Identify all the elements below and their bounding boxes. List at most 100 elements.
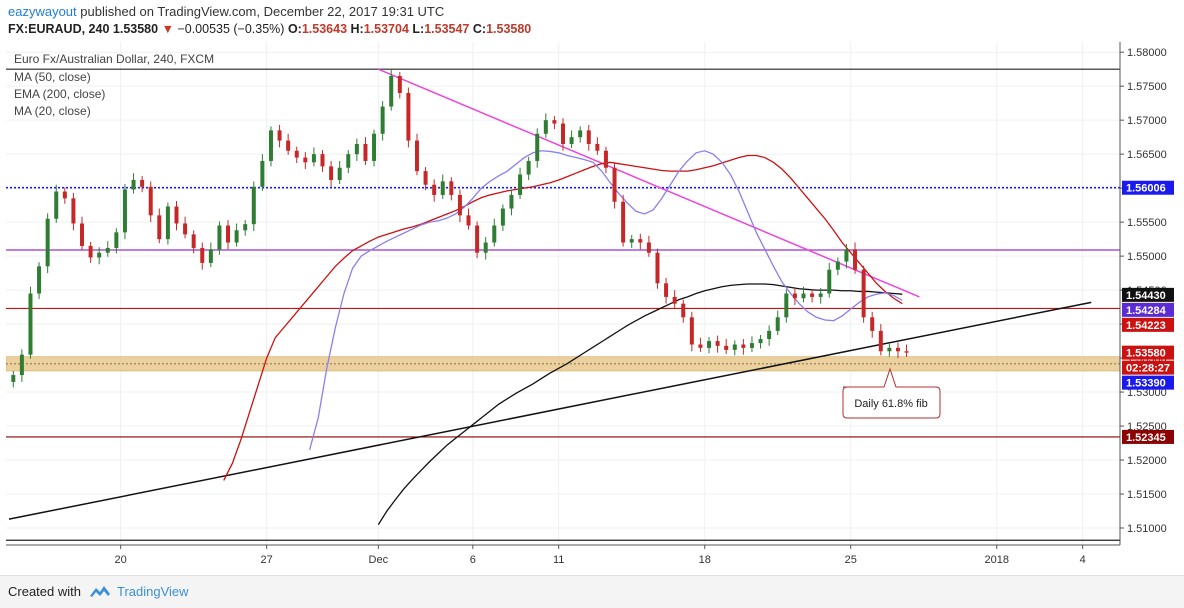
candle-body-21 (191, 234, 196, 248)
candle-body-97 (844, 249, 849, 262)
candle-body-92 (801, 293, 806, 299)
fib-callout-text: Daily 61.8% fib (854, 398, 927, 410)
candle-body-79 (689, 317, 694, 345)
candle-body-49 (432, 184, 437, 195)
open-value: 1.53643 (301, 22, 348, 36)
price-label-0: 1.56006 (1126, 183, 1166, 195)
legend: Euro Fx/Australian Dollar, 240, FXCM MA … (14, 52, 214, 118)
candle-body-48 (423, 171, 428, 185)
candle-body-75 (655, 252, 660, 284)
candle-body-80 (698, 344, 703, 348)
tradingview-brand-link[interactable]: TradingView (117, 584, 189, 599)
legend-ma20: MA (20, close) (14, 104, 91, 118)
indicator-lines (223, 150, 903, 525)
price-label-5: 02:28:27 (1126, 363, 1170, 375)
candle-body-100 (870, 317, 875, 331)
published-text: published on TradingView.com, December 2… (80, 4, 445, 19)
candle-body-34 (303, 157, 308, 163)
candle-body-96 (835, 261, 840, 270)
candles (11, 69, 909, 388)
symbol-quote-line: FX:EURAUD, 240 1.53580 ▼ −0.00535 (−0.35… (8, 22, 531, 36)
candle-body-102 (887, 347, 892, 352)
candle-body-5 (54, 191, 59, 219)
candle-body-28 (251, 186, 256, 225)
trendlines (8, 68, 1092, 520)
tradingview-logo-icon[interactable] (88, 583, 112, 599)
price-tick-label-14: 1.58000 (1127, 47, 1167, 59)
candle-body-16 (148, 186, 153, 216)
time-tick-label-7: 2018 (985, 554, 1009, 566)
candle-body-104 (904, 351, 909, 353)
time-tick-label-5: 18 (699, 554, 711, 566)
candle-body-94 (818, 293, 823, 297)
ma20-line (308, 150, 903, 451)
publish-line: eazywayout published on TradingView.com,… (8, 4, 444, 19)
candle-body-64 (561, 123, 565, 144)
time-tick-label-0: 20 (115, 554, 127, 566)
candle-body-0 (11, 375, 16, 382)
candle-body-61 (535, 133, 540, 161)
legend-ema200: EMA (200, close) (14, 87, 105, 101)
candle-body-7 (71, 198, 76, 224)
candle-body-29 (260, 160, 265, 187)
candle-body-78 (681, 303, 686, 318)
fib-zone (5, 356, 1121, 372)
price-label-bg-2 (1122, 302, 1174, 317)
price-label-bg-0 (1122, 180, 1174, 195)
candle-body-87 (758, 339, 763, 344)
price-tick-label-1: 1.51500 (1127, 489, 1167, 501)
low-label: L: (412, 22, 425, 36)
price-label-bg-5 (1122, 360, 1174, 375)
candle-body-68 (595, 143, 600, 151)
candle-body-36 (320, 154, 325, 167)
candle-body-103 (895, 347, 900, 352)
time-tick-label-1: 27 (261, 554, 273, 566)
candle-body-50 (440, 181, 445, 195)
ema200-line (377, 283, 903, 525)
candle-body-66 (578, 130, 583, 138)
price-label-2: 1.54284 (1126, 305, 1167, 317)
time-axis: 20 27 Dec 6 11 18 25 2018 4 (6, 544, 1120, 566)
candle-body-17 (157, 215, 162, 240)
price-change: −0.00535 (−0.35%) (177, 22, 285, 36)
close-value: 1.53580 (486, 22, 532, 36)
candle-body-82 (715, 341, 720, 346)
candle-body-71 (621, 201, 626, 243)
candle-body-63 (552, 120, 557, 124)
price-tick-label-0: 1.51000 (1127, 523, 1167, 535)
price-tick-label-2: 1.52000 (1127, 455, 1167, 467)
candle-body-52 (457, 194, 462, 216)
high-value: 1.53704 (363, 22, 409, 36)
candle-body-42 (372, 133, 377, 161)
trendline-0 (378, 68, 920, 298)
candle-body-26 (234, 230, 239, 243)
price-chart[interactable]: 1.510001.515001.520001.525001.530001.535… (5, 42, 1178, 570)
candle-body-85 (741, 344, 746, 348)
candle-body-51 (449, 181, 454, 195)
candle-body-62 (543, 120, 548, 134)
symbol-name: FX:EURAUD, 240 (8, 22, 110, 36)
price-label-bg-3 (1122, 317, 1174, 332)
candle-body-44 (389, 75, 394, 107)
candle-body-83 (724, 345, 729, 350)
candle-body-46 (406, 92, 411, 141)
price-label-bg-6 (1122, 375, 1174, 390)
down-arrow-icon: ▼ (161, 22, 174, 36)
candle-body-90 (784, 293, 789, 318)
fib-callout: Daily 61.8% fib (842, 367, 941, 419)
author-link[interactable]: eazywayout (8, 4, 77, 19)
candle-body-24 (217, 225, 222, 250)
candle-body-3 (37, 266, 42, 294)
candle-body-22 (200, 247, 205, 263)
candle-body-2 (28, 293, 33, 355)
open-label: O: (287, 22, 302, 36)
candle-body-91 (792, 293, 797, 299)
candle-body-35 (311, 154, 316, 163)
candle-body-56 (492, 225, 497, 243)
price-label-4: 1.53580 (1126, 348, 1166, 360)
candle-body-74 (646, 242, 651, 253)
candle-body-10 (97, 252, 102, 258)
chart-area[interactable]: 1.510001.515001.520001.525001.530001.535… (5, 42, 1178, 570)
candle-body-99 (861, 269, 866, 318)
candle-body-53 (466, 215, 471, 226)
